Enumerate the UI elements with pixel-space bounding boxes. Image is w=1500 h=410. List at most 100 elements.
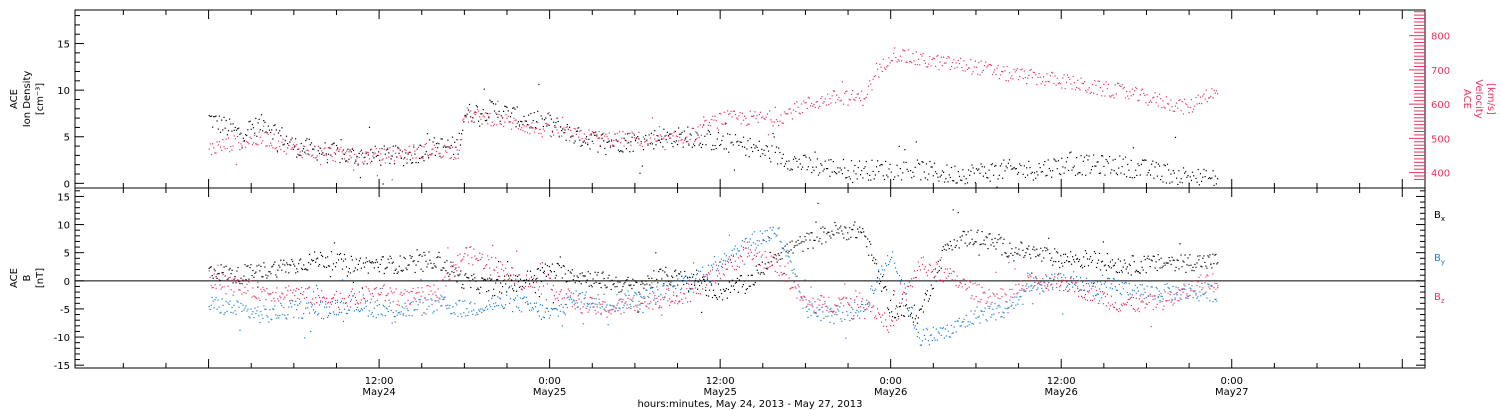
by-point [330,303,333,305]
velocity-point [607,138,609,140]
bx-point [956,240,958,242]
density-point [1144,159,1146,161]
bx-point [913,304,915,306]
bz-point [927,269,929,271]
velocity-point [871,89,873,91]
bz-point [287,290,289,292]
bz-point [344,302,347,304]
by-point [1046,275,1048,277]
bz-point [1004,293,1006,295]
velocity-point [410,154,413,156]
density-point [1109,156,1111,158]
bx-point [413,260,415,262]
bz-point [604,301,606,303]
bx-point [656,278,658,280]
velocity-point [434,146,436,149]
by-point [679,301,681,303]
bz-point [512,267,514,269]
bx-point [898,306,901,308]
by-point [1203,293,1205,296]
by-point [1071,281,1073,283]
density-point [869,174,871,176]
by-point [1129,293,1131,295]
bz-point [274,300,276,302]
bx-point [539,269,541,271]
by-point [314,312,316,314]
density-point [324,142,326,144]
by-point [527,303,530,305]
by-point [504,307,506,309]
bz-point [713,280,716,282]
by-point [540,318,542,320]
bx-point [878,271,880,273]
bx-point [1046,247,1048,249]
by-point [1124,281,1126,283]
density-point [722,135,724,137]
bz-point [432,293,434,295]
density-point [487,113,489,115]
density-point [1110,172,1112,174]
velocity-point [372,155,374,157]
bx-point [1063,253,1065,255]
bz-point [448,279,450,281]
bz-point [247,290,249,292]
bx-point [541,267,543,269]
bz-point [219,284,221,286]
bz-point [623,311,625,313]
by-point [407,310,409,312]
density-point [379,159,381,161]
bx-point [1048,237,1050,239]
bx-point [1008,255,1010,257]
bz-point [622,298,624,301]
density-point [988,169,990,171]
by-point [673,294,675,296]
velocity-point [738,115,740,117]
bx-point [736,277,738,279]
bx-point [1185,271,1187,273]
velocity-point [1001,70,1003,73]
velocity-point [499,123,501,125]
by-point [841,320,843,322]
bz-point [724,263,726,265]
bx-point [632,278,634,280]
density-point [356,155,358,157]
by-point [862,304,864,306]
bx-point [960,239,962,241]
by-point [1000,316,1002,318]
velocity-point [723,111,725,113]
bz-point [1176,291,1178,294]
bx-point [1156,269,1158,272]
velocity-point [899,55,901,57]
velocity-point [616,132,618,134]
velocity-point [582,141,584,143]
density-point [978,168,980,170]
by-point [498,305,500,307]
bz-point [935,261,937,264]
density-point [589,148,591,150]
velocity-point [557,132,559,134]
density-point [654,130,656,132]
density-point [674,130,676,132]
velocity-point [855,96,857,99]
top-right-tick-label: 400 [1431,169,1450,180]
density-point [226,134,228,136]
bz-point [1012,296,1014,299]
velocity-point [1198,102,1200,104]
velocity-point [1173,110,1175,112]
bx-point [312,260,314,262]
velocity-point [893,52,895,54]
bx-point [936,272,938,274]
by-point [1138,298,1140,300]
bz-point [597,311,599,313]
density-point [717,132,720,134]
axes-ticks: 051015400500600700800-15-10-505101512:00… [54,10,1450,398]
bx-point [264,266,266,268]
bz-point [1048,289,1050,291]
velocity-point [222,139,224,141]
bx-point [533,275,536,277]
velocity-point [880,66,882,68]
bz-point [244,286,246,288]
density-point [403,165,405,167]
by-point [593,297,595,299]
by-point [818,309,820,311]
